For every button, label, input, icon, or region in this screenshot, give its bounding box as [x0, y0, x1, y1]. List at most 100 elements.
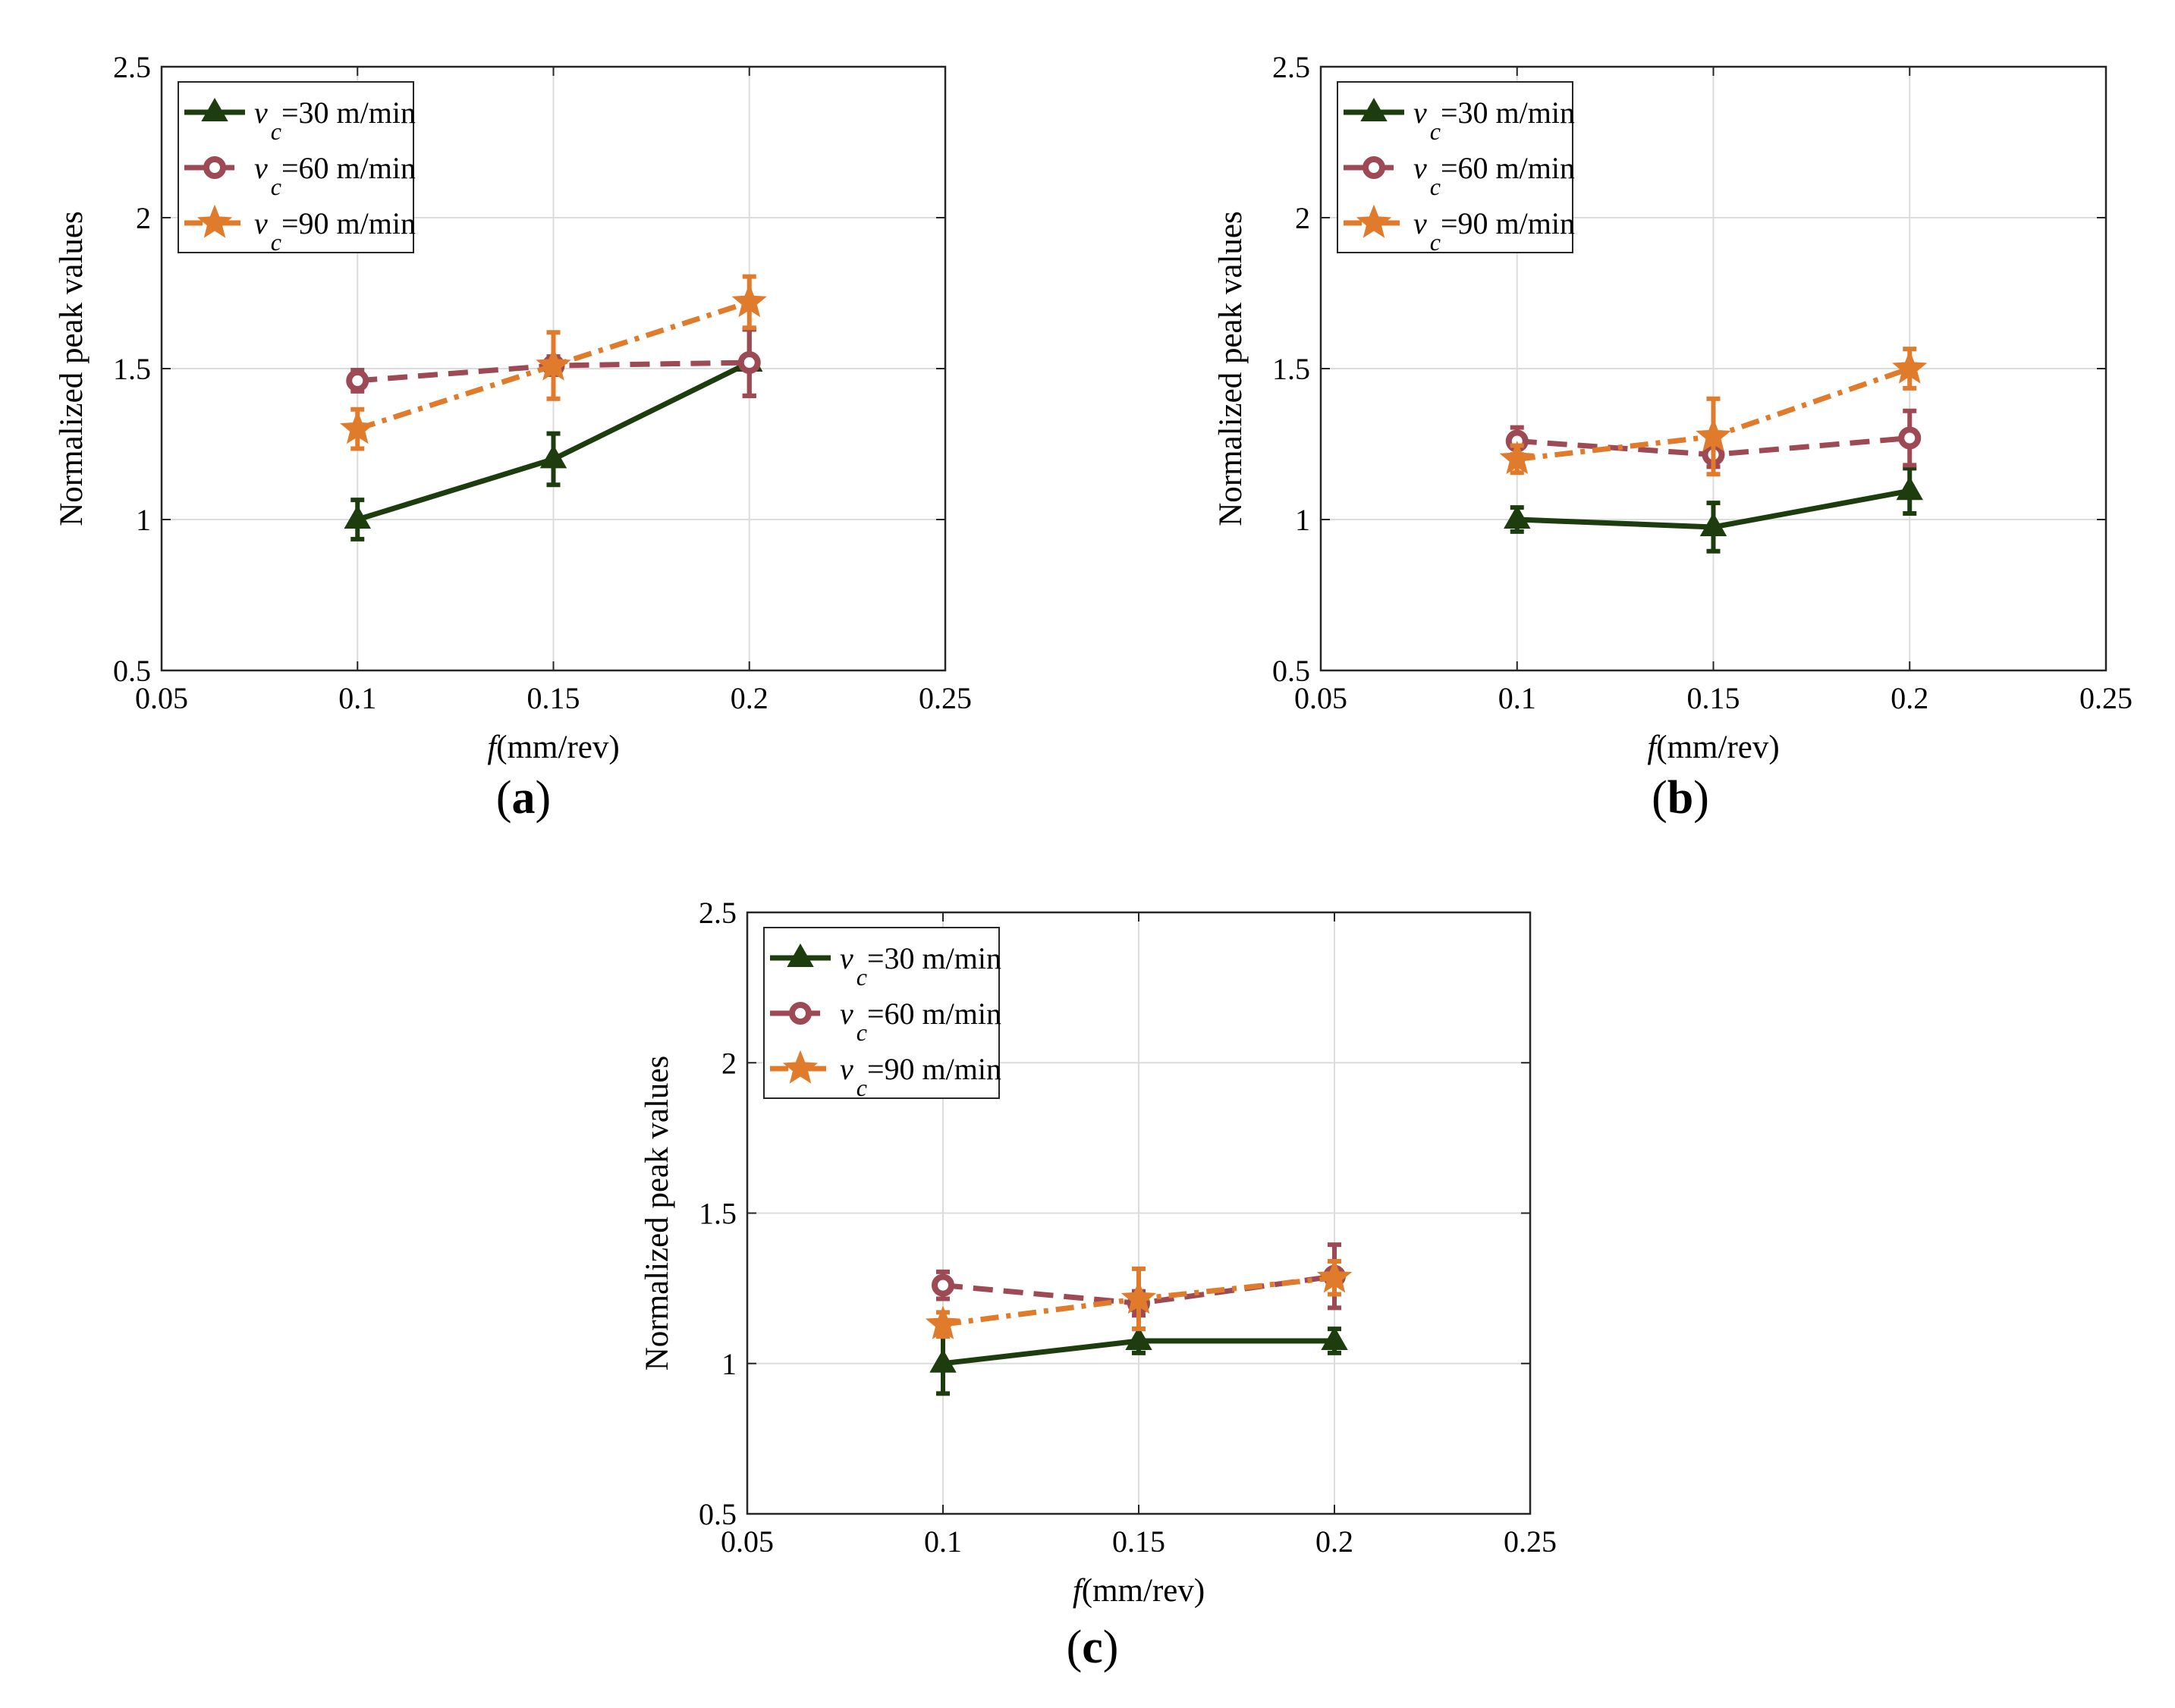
legend-value: =30 m/min [281, 96, 416, 130]
legend-subscript: c [856, 963, 867, 991]
chart-panel-b: 0.05 0.1 0.15 0.2 0.250.511.522.5vc=30 m/min… [1213, 50, 2133, 824]
x-tick-label: 0.1 [338, 681, 376, 715]
legend-value: =90 m/min [281, 206, 416, 240]
data-point [737, 351, 761, 375]
x-tick-label: 0.25 [1504, 1524, 1557, 1559]
legend-value: =60 m/min [1441, 151, 1575, 185]
y-tick-label: 0.5 [699, 1497, 737, 1531]
series-3 [925, 1258, 1353, 1339]
y-tick-label: 2 [136, 201, 151, 235]
legend-var: v [840, 997, 853, 1031]
legend-marker [1356, 204, 1392, 238]
y-tick-label: 2 [721, 1046, 737, 1080]
x-axis-label: f(mm/rev) [1647, 730, 1779, 765]
legend-value: =90 m/min [867, 1052, 1001, 1086]
data-point [932, 1273, 954, 1297]
legend-var: v [1413, 151, 1427, 185]
legend-value: =30 m/min [1441, 96, 1575, 130]
legend-marker [1360, 97, 1388, 121]
y-tick-label: 1.5 [1272, 352, 1310, 386]
data-point [1504, 504, 1531, 529]
legend-entry-label: vc=30 m/min [840, 941, 1001, 991]
legend-entry-label: vc=60 m/min [254, 151, 416, 200]
legend-entry-label: vc=90 m/min [840, 1052, 1001, 1101]
x-tick-label: 0.2 [1891, 681, 1928, 715]
x-axis-label: f(mm/rev) [487, 730, 619, 765]
y-tick-label: 1 [136, 503, 151, 537]
legend-var: v [1413, 206, 1427, 240]
y-tick-label: 2.5 [113, 50, 151, 84]
y-tick-label: 2.5 [1272, 50, 1310, 84]
legend-value: =60 m/min [281, 151, 416, 185]
axes-box [746, 911, 1532, 1515]
legend-entry-label: vc=30 m/min [1413, 96, 1575, 145]
legend-var: v [254, 151, 268, 185]
legend-entry-label: vc=60 m/min [1413, 151, 1575, 200]
legend-subscript: c [1430, 228, 1441, 256]
x-axis-label: f(mm/rev) [1073, 1573, 1205, 1609]
y-axis-label: Normalized peak values [54, 211, 90, 526]
data-point [1699, 512, 1727, 536]
y-axis-label: Normalized peak values [640, 1056, 675, 1371]
data-point [1321, 1326, 1348, 1351]
y-tick-label: 1 [721, 1347, 737, 1381]
x-tick-label: 0.25 [2079, 681, 2133, 715]
legend-marker [203, 156, 226, 179]
legend-var: v [1413, 96, 1427, 130]
legend-subscript: c [856, 1074, 867, 1101]
legend-marker [782, 1050, 819, 1084]
legend-entry-label: vc=30 m/min [254, 96, 416, 145]
legend-subscript: c [1430, 173, 1441, 200]
chart-panel-c: 0.05 0.1 0.15 0.2 0.250.511.522.5vc=30 m/min… [640, 896, 1557, 1673]
data-point [1316, 1259, 1353, 1293]
data-point [340, 410, 376, 444]
series-3 [340, 274, 767, 451]
panel-letter: c [1082, 1622, 1103, 1673]
axes-box [160, 65, 947, 672]
legend-marker [1363, 156, 1385, 179]
x-tick-label: 0.05 [721, 1524, 774, 1559]
legend-var: v [840, 1052, 853, 1086]
legend-marker [201, 97, 228, 121]
x-axis-unit: (mm/rev) [1656, 730, 1779, 765]
data-point [539, 444, 567, 469]
x-tick-label: 0.05 [1294, 681, 1347, 715]
legend-subscript: c [271, 173, 281, 200]
data-point [1125, 1326, 1152, 1351]
panel-letter: a [512, 772, 536, 824]
legend-subscript: c [271, 228, 281, 256]
x-tick-label: 0.1 [924, 1524, 962, 1559]
data-point [1898, 426, 1922, 450]
chart-panel-a: 0.05 0.1 0.15 0.2 0.250.511.522.5vc=30 m/min… [54, 50, 972, 824]
data-point [346, 369, 369, 392]
legend-entry-label: vc=90 m/min [1413, 206, 1575, 256]
data-point [344, 504, 371, 529]
x-tick-label: 0.2 [1315, 1524, 1353, 1559]
legend-var: v [840, 941, 853, 975]
panel-label: (c) [1067, 1622, 1119, 1673]
legend-marker [196, 204, 233, 238]
legend-value: =30 m/min [867, 941, 1001, 975]
legend-var: v [254, 96, 268, 130]
x-tick-label: 0.1 [1498, 681, 1536, 715]
data-point [1696, 418, 1731, 452]
x-tick-label: 0.25 [919, 681, 972, 715]
y-tick-label: 1.5 [113, 352, 151, 386]
y-tick-label: 1 [1295, 503, 1310, 537]
data-point [536, 347, 571, 381]
data-point [1499, 441, 1535, 475]
legend-subscript: c [1430, 118, 1441, 145]
x-tick-label: 0.15 [527, 681, 580, 715]
series-3 [1499, 347, 1928, 477]
data-point [731, 284, 767, 318]
x-axis-unit: (mm/rev) [496, 730, 619, 765]
panel-label: (b) [1652, 772, 1709, 824]
legend-entry-label: vc=90 m/min [254, 206, 416, 256]
data-point [1892, 350, 1928, 384]
legend-value: =60 m/min [867, 997, 1001, 1031]
panel-label: (a) [496, 772, 551, 824]
